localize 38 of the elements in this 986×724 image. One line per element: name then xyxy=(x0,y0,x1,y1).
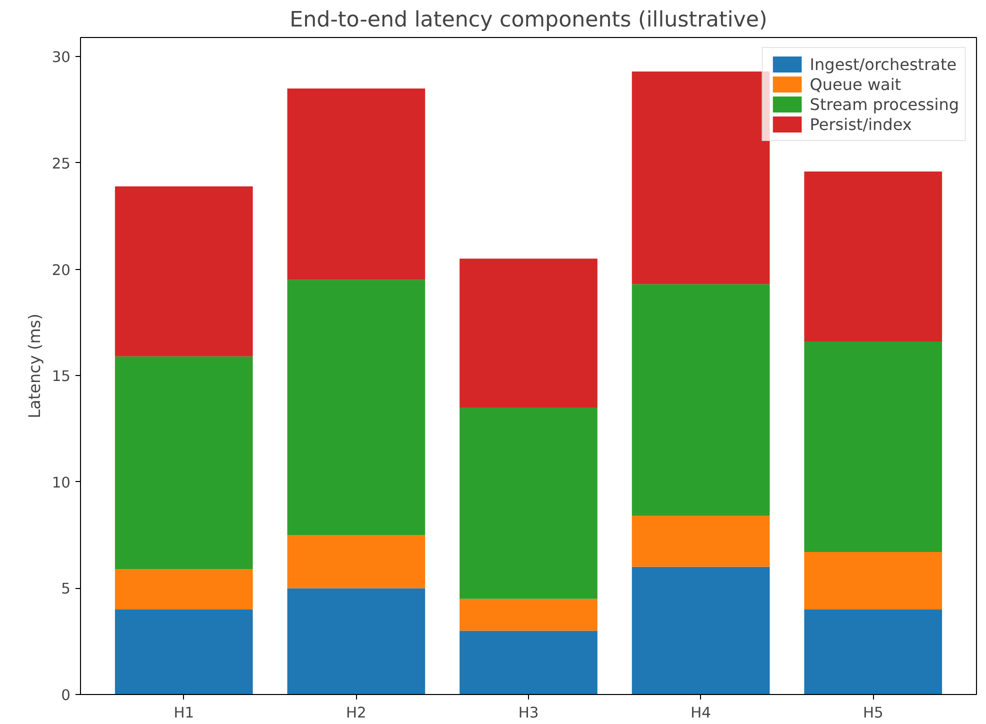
bar xyxy=(804,171,942,342)
legend-label: Persist/index xyxy=(810,114,912,134)
bar xyxy=(287,88,426,280)
y-tick-label: 20 xyxy=(52,262,71,279)
x-tick-label: H2 xyxy=(346,704,366,722)
bar xyxy=(287,535,426,588)
bar xyxy=(632,284,770,516)
legend-label: Ingest/orchestrate xyxy=(810,54,957,74)
bar xyxy=(804,609,942,694)
bar xyxy=(804,552,942,610)
y-tick-label: 30 xyxy=(52,49,71,66)
bar xyxy=(114,609,253,694)
x-tick-label: H5 xyxy=(862,704,884,722)
bar xyxy=(287,588,426,694)
y-tick-label: 25 xyxy=(52,155,71,172)
legend-label: Queue wait xyxy=(810,74,902,94)
bar xyxy=(460,407,598,599)
y-tick-label: 10 xyxy=(52,474,71,492)
bar xyxy=(114,186,253,356)
x-tick-label: H1 xyxy=(174,704,194,722)
y-tick-label: 5 xyxy=(61,580,71,598)
bar xyxy=(632,72,770,284)
chart-title: End-to-end latency components (illustrative) xyxy=(290,8,768,32)
y-tick-label: 15 xyxy=(52,368,71,386)
y-axis-title: Latency (ms) xyxy=(24,314,44,418)
legend-label: Stream processing xyxy=(810,94,959,114)
x-tick-label: H3 xyxy=(518,704,539,722)
y-tick-label: 0 xyxy=(61,687,71,704)
bar xyxy=(114,569,253,610)
x-tick-label: H4 xyxy=(690,704,711,722)
bar xyxy=(460,598,598,631)
bar xyxy=(460,630,598,694)
bar xyxy=(804,342,942,552)
bar xyxy=(287,280,426,536)
bar xyxy=(632,566,770,694)
bar xyxy=(114,356,253,570)
bar xyxy=(632,516,770,567)
bar xyxy=(460,258,598,408)
